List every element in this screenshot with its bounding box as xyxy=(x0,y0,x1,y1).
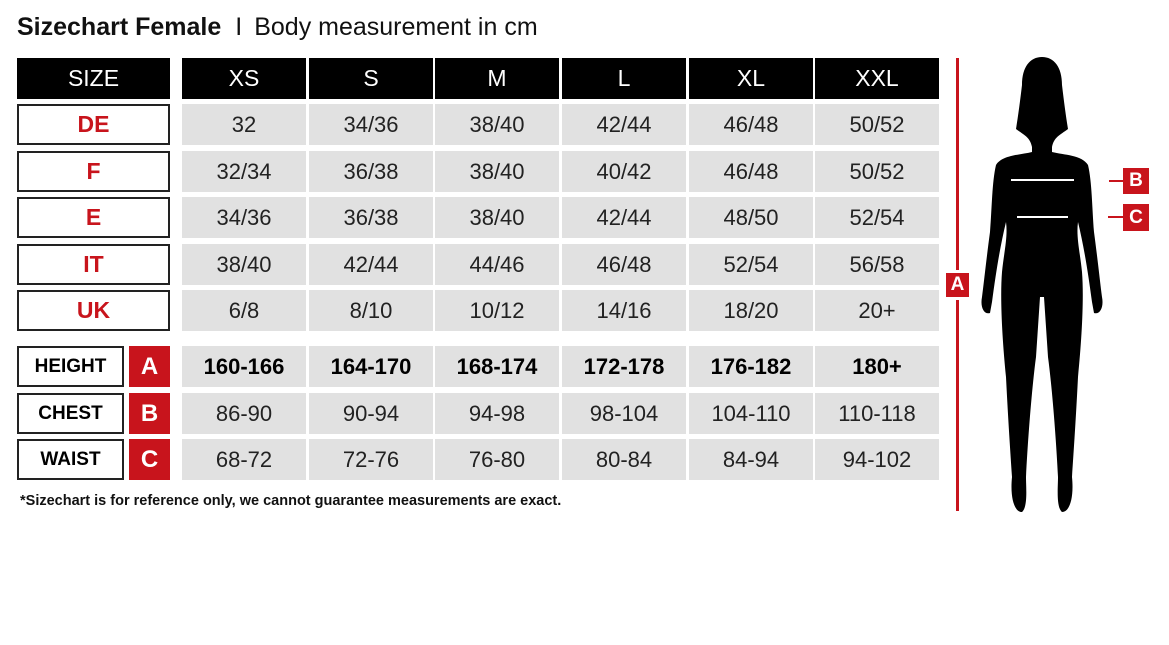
table-cell: 90-94 xyxy=(309,393,433,434)
table-cell: 46/48 xyxy=(689,151,813,192)
chest-marker-tick xyxy=(1109,180,1123,182)
table-cell: 168-174 xyxy=(435,346,559,387)
table-cell: 46/48 xyxy=(562,244,686,285)
row-label-it: IT xyxy=(17,244,170,285)
row-label-waist: WAIST xyxy=(17,439,124,480)
table-cell: 94-102 xyxy=(815,439,939,480)
table-cell: 14/16 xyxy=(562,290,686,331)
chest-marker-badge: B xyxy=(1123,168,1149,194)
waist-marker-tick xyxy=(1108,216,1123,218)
table-cell: 52/54 xyxy=(689,244,813,285)
table-cell: 6/8 xyxy=(182,290,306,331)
table-cell: 80-84 xyxy=(562,439,686,480)
size-header-xl: XL xyxy=(689,58,813,99)
table-cell: 56/58 xyxy=(815,244,939,285)
height-marker-badge: A xyxy=(946,273,969,297)
waist-marker-badge: C xyxy=(1123,204,1149,231)
table-cell: 52/54 xyxy=(815,197,939,238)
title-bold: Sizechart Female xyxy=(17,13,222,41)
size-header-xxl: XXL xyxy=(815,58,939,99)
table-cell: 72-76 xyxy=(309,439,433,480)
table-cell: 38/40 xyxy=(435,197,559,238)
table-cell: 48/50 xyxy=(689,197,813,238)
table-cell: 164-170 xyxy=(309,346,433,387)
table-cell: 38/40 xyxy=(435,104,559,145)
row-label-uk: UK xyxy=(17,290,170,331)
table-cell: 50/52 xyxy=(815,104,939,145)
size-header-corner: SIZE xyxy=(17,58,170,99)
table-cell: 34/36 xyxy=(309,104,433,145)
female-silhouette-icon xyxy=(981,57,1103,512)
table-cell: 42/44 xyxy=(562,197,686,238)
footnote: *Sizechart is for reference only, we can… xyxy=(20,493,562,509)
table-cell: 20+ xyxy=(815,290,939,331)
table-cell: 38/40 xyxy=(435,151,559,192)
table-cell: 38/40 xyxy=(182,244,306,285)
measurement-badge-a: A xyxy=(129,346,170,387)
table-cell: 42/44 xyxy=(309,244,433,285)
height-line-top xyxy=(956,58,959,270)
table-cell: 46/48 xyxy=(689,104,813,145)
table-cell: 68-72 xyxy=(182,439,306,480)
measurement-badge-c: C xyxy=(129,439,170,480)
table-cell: 76-80 xyxy=(435,439,559,480)
table-cell: 176-182 xyxy=(689,346,813,387)
table-cell: 8/10 xyxy=(309,290,433,331)
title-subtitle: Body measurement in cm xyxy=(254,13,538,41)
table-cell: 94-98 xyxy=(435,393,559,434)
page-title: Sizechart Female I Body measurement in cm xyxy=(17,13,538,42)
table-cell: 110-118 xyxy=(815,393,939,434)
size-header-xs: XS xyxy=(182,58,306,99)
row-label-f: F xyxy=(17,151,170,192)
size-header-l: L xyxy=(562,58,686,99)
table-cell: 18/20 xyxy=(689,290,813,331)
table-cell: 42/44 xyxy=(562,104,686,145)
title-separator: I xyxy=(235,13,243,41)
row-label-de: DE xyxy=(17,104,170,145)
table-cell: 36/38 xyxy=(309,151,433,192)
table-cell: 34/36 xyxy=(182,197,306,238)
size-header-m: M xyxy=(435,58,559,99)
table-cell: 86-90 xyxy=(182,393,306,434)
size-header-s: S xyxy=(309,58,433,99)
table-cell: 50/52 xyxy=(815,151,939,192)
row-label-height: HEIGHT xyxy=(17,346,124,387)
table-cell: 160-166 xyxy=(182,346,306,387)
table-cell: 98-104 xyxy=(562,393,686,434)
measurement-badge-b: B xyxy=(129,393,170,434)
table-cell: 172-178 xyxy=(562,346,686,387)
row-label-chest: CHEST xyxy=(17,393,124,434)
table-cell: 40/42 xyxy=(562,151,686,192)
table-cell: 10/12 xyxy=(435,290,559,331)
table-cell: 180+ xyxy=(815,346,939,387)
table-cell: 32 xyxy=(182,104,306,145)
row-label-e: E xyxy=(17,197,170,238)
height-line-bottom xyxy=(956,300,959,511)
table-cell: 32/34 xyxy=(182,151,306,192)
table-cell: 44/46 xyxy=(435,244,559,285)
table-cell: 104-110 xyxy=(689,393,813,434)
table-cell: 84-94 xyxy=(689,439,813,480)
table-cell: 36/38 xyxy=(309,197,433,238)
